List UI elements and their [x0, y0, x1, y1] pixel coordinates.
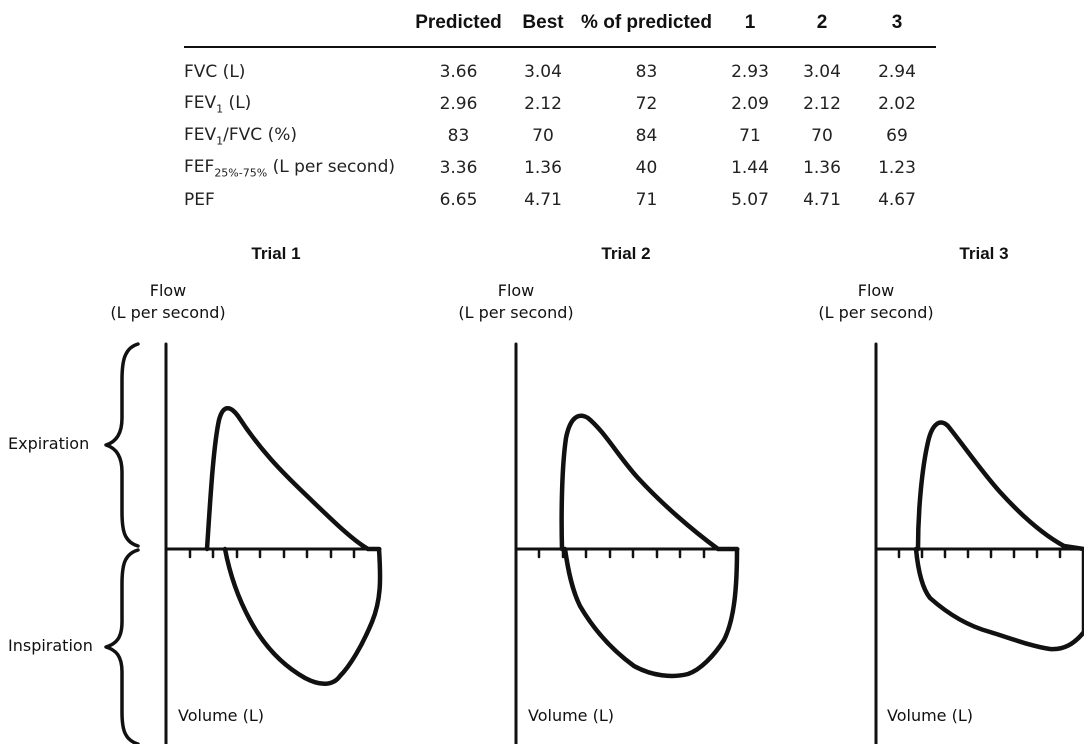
table-cell: 3.36 — [439, 158, 478, 178]
trial-1-volume-label: Volume (L) — [178, 706, 264, 725]
param-unit: /FVC (%) — [223, 124, 297, 145]
trial-3-loop — [913, 420, 1084, 652]
table-cell: 4.71 — [803, 190, 841, 210]
header-predicted: Predicted — [410, 0, 507, 48]
table-cell: 2.02 — [878, 94, 916, 114]
table-cell: 83 — [635, 62, 658, 82]
trial-1-flow-label: Flow (L per second) — [93, 280, 243, 324]
table-cell: 3.04 — [803, 62, 841, 82]
trial-3-volume-ticks — [897, 547, 1062, 559]
table-cell: 2.12 — [524, 94, 562, 114]
trial-2-volume-label: Volume (L) — [528, 706, 614, 725]
param-fef: FEF25%-75% (L per second) — [184, 152, 410, 184]
header-trial-1: 1 — [714, 0, 786, 48]
param-main: FEV — [184, 124, 217, 145]
table-row-fef: FEF25%-75% (L per second) 3.36 1.36 40 1… — [184, 152, 936, 184]
trial-2-volume-ticks — [537, 547, 706, 559]
trial-1-plot — [164, 342, 383, 744]
trial-2-title: Trial 2 — [601, 244, 651, 263]
param-fev1: FEV1 (L) — [184, 88, 410, 120]
param-subscript: 1 — [216, 102, 224, 116]
trial-2-loop — [559, 413, 740, 679]
header-parameter — [184, 0, 410, 48]
trial-2-flow-label: Flow (L per second) — [441, 280, 591, 324]
trial-3-plot — [874, 342, 1084, 744]
trial-2-plot — [514, 342, 740, 744]
table-row-pef: PEF 6.65 4.71 71 5.07 4.71 4.67 — [184, 184, 936, 216]
trial-3-flow-label: Flow (L per second) — [801, 280, 951, 324]
inspiration-brace — [104, 548, 140, 744]
table-cell: 71 — [635, 190, 658, 210]
expiration-label: Expiration — [8, 434, 90, 453]
param-pef: PEF — [184, 190, 215, 210]
table-cell: 6.65 — [439, 190, 478, 210]
table-cell: 1.36 — [524, 158, 562, 178]
header-best: Best — [507, 0, 579, 48]
header-trial-3: 3 — [858, 0, 936, 48]
param-subscript: 25%-75% — [214, 166, 268, 180]
table-cell: 1.36 — [803, 158, 841, 178]
trial-3-volume-label: Volume (L) — [887, 706, 973, 725]
flow-label-line-2: (L per second) — [110, 303, 226, 322]
table-cell: 5.07 — [731, 190, 769, 210]
param-main: FEV — [184, 92, 217, 113]
param-fvc: FVC (L) — [184, 62, 246, 82]
table-header-row: Predicted Best % of predicted 1 2 3 — [184, 0, 936, 48]
param-unit: (L) — [223, 92, 252, 113]
header-percent-predicted: % of predicted — [579, 0, 714, 48]
table-cell: 83 — [447, 126, 470, 146]
table-cell: 71 — [739, 126, 761, 146]
table-cell: 3.66 — [439, 62, 478, 82]
flow-label-line-1: Flow — [857, 281, 895, 300]
spirometry-table: Predicted Best % of predicted 1 2 3 FVC … — [184, 0, 936, 216]
expiration-brace — [104, 342, 140, 548]
table-cell: 4.67 — [878, 190, 916, 210]
trial-3-title: Trial 3 — [959, 244, 1009, 263]
trial-1-title: Trial 1 — [251, 244, 301, 263]
inspiration-label: Inspiration — [8, 636, 93, 655]
table-cell: 3.04 — [524, 62, 562, 82]
flow-label-line-2: (L per second) — [458, 303, 574, 322]
param-fev1-fvc: FEV1/FVC (%) — [184, 120, 410, 152]
table-row-fvc: FVC (L) 3.66 3.04 83 2.93 3.04 2.94 — [184, 47, 936, 88]
table-cell: 70 — [532, 126, 554, 146]
table-cell: 2.09 — [731, 94, 769, 114]
table-cell: 4.71 — [524, 190, 562, 210]
param-unit: (L per second) — [267, 156, 396, 177]
table-cell: 1.23 — [878, 158, 916, 178]
header-trial-2: 2 — [786, 0, 858, 48]
param-subscript: 1 — [216, 134, 224, 148]
flow-label-line-1: Flow — [497, 281, 535, 300]
flow-label-line-1: Flow — [149, 281, 187, 300]
trial-1-volume-ticks — [188, 547, 356, 559]
table-cell: 2.96 — [439, 94, 478, 114]
table-cell: 2.93 — [731, 62, 769, 82]
trial-1-loop — [204, 406, 383, 686]
table-cell: 1.44 — [731, 158, 769, 178]
table-cell: 84 — [635, 126, 658, 146]
table-cell: 40 — [635, 158, 658, 178]
table-cell: 69 — [886, 126, 908, 146]
table-cell: 2.94 — [878, 62, 916, 82]
flow-label-line-2: (L per second) — [818, 303, 934, 322]
param-main: FEF — [184, 156, 215, 177]
table-row-fev1: FEV1 (L) 2.96 2.12 72 2.09 2.12 2.02 — [184, 88, 936, 120]
table-cell: 70 — [811, 126, 833, 146]
table-row-fev1-fvc: FEV1/FVC (%) 83 70 84 71 70 69 — [184, 120, 936, 152]
table-cell: 72 — [635, 94, 658, 114]
table-cell: 2.12 — [803, 94, 841, 114]
